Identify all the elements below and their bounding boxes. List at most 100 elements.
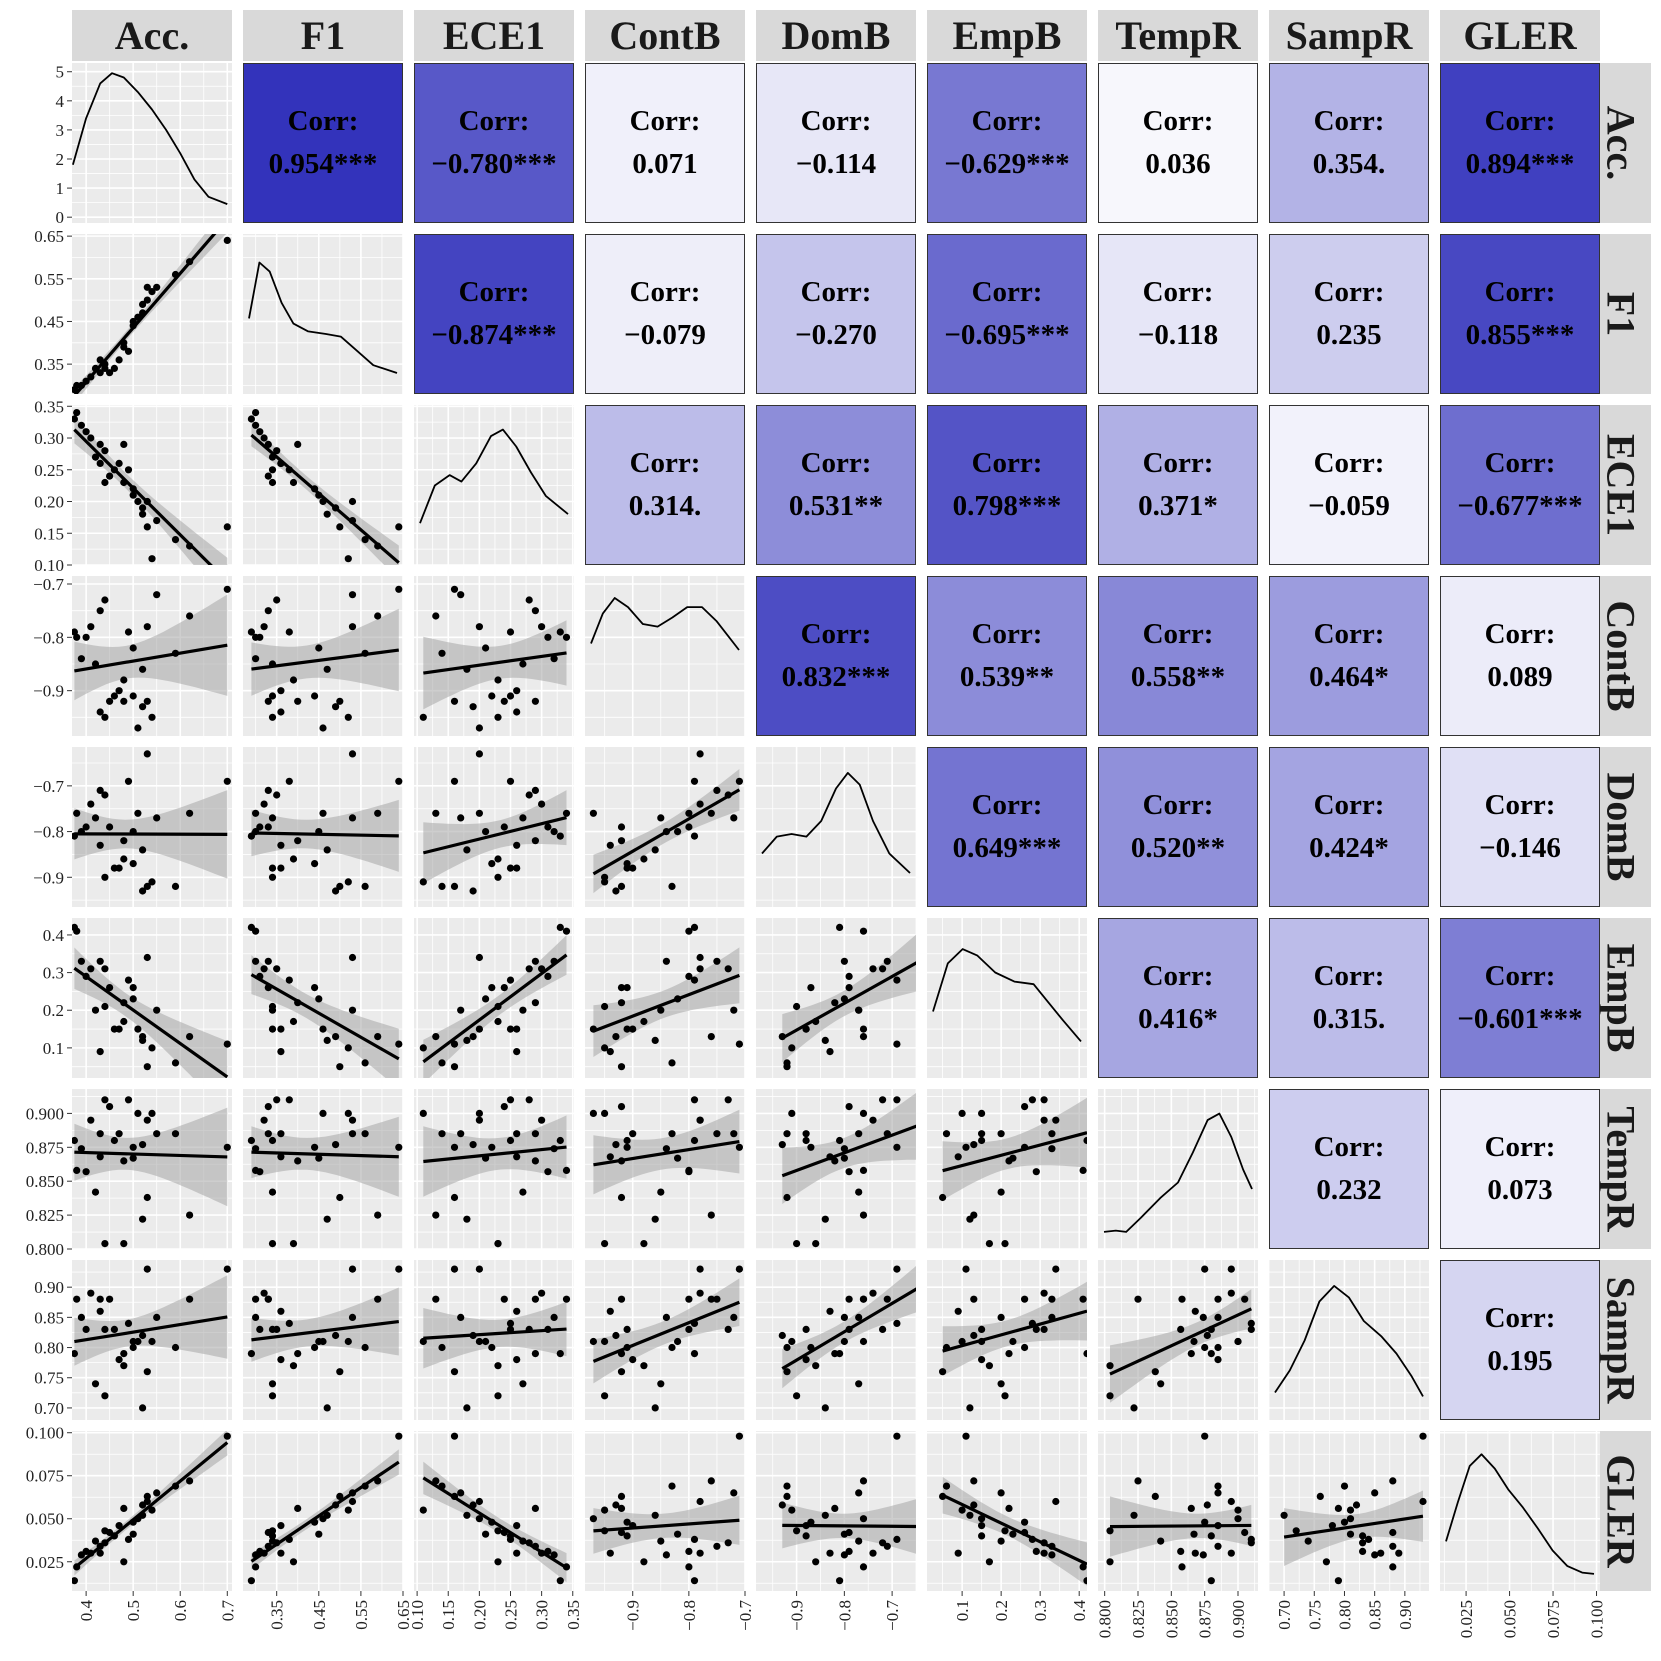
point-6-5-19 (1048, 1145, 1056, 1153)
x-tick-label-4-2: −0.7 (883, 1600, 902, 1631)
point-6-3-7 (612, 1141, 620, 1149)
point-3-0-12 (115, 687, 123, 695)
scatter-panel-5-2 (419, 923, 571, 1078)
point-7-1-9 (311, 1343, 319, 1352)
point-6-1-19 (252, 1145, 260, 1153)
point-8-1-10 (294, 1504, 302, 1512)
scatter-panel-3-2 (419, 585, 571, 732)
corr-label-2-5: Corr: (972, 447, 1043, 479)
point-7-4-26 (826, 1307, 834, 1315)
point-5-3-12 (629, 1025, 637, 1033)
point-6-0-4 (148, 1109, 156, 1117)
point-7-6-12 (1214, 1356, 1222, 1364)
point-7-0-1 (186, 1295, 194, 1303)
point-7-0-12 (115, 1356, 123, 1364)
point-8-0-3 (153, 1489, 161, 1497)
point-8-5-24 (985, 1558, 994, 1566)
point-6-5-7 (970, 1141, 978, 1149)
point-8-4-25 (840, 1530, 849, 1538)
point-7-5-16 (1048, 1295, 1056, 1303)
corr-box-1-7 (1269, 234, 1429, 394)
point-4-1-27 (260, 800, 268, 808)
y-tick-label-3-0: −0.9 (33, 682, 64, 701)
y-tick-label-2-5: 0.35 (34, 397, 64, 416)
corr-value-0-2: −0.780*** (431, 148, 556, 180)
scatter-panel-6-2 (419, 1096, 571, 1248)
corr-label-4-8: Corr: (1485, 789, 1556, 821)
point-6-0-25 (129, 1154, 137, 1162)
regression-line-4-3 (592, 788, 741, 876)
row-strip-8 (1595, 1431, 1651, 1591)
y-tick-label-8-1: 0.050 (26, 1510, 64, 1529)
point-4-2-19 (550, 828, 558, 836)
point-8-4-13 (802, 1532, 810, 1540)
point-6-1-13 (268, 1136, 277, 1145)
point-7-2-6 (475, 1265, 483, 1273)
point-6-2-21 (556, 1136, 564, 1145)
point-6-4-15 (879, 1096, 887, 1104)
point-6-1-12 (277, 1130, 285, 1138)
point-5-2-11 (506, 976, 515, 984)
point-8-5-18 (1032, 1547, 1040, 1555)
point-6-0-8 (134, 1109, 142, 1117)
point-7-6-24 (1106, 1362, 1114, 1370)
point-8-1-24 (289, 1558, 298, 1566)
point-4-1-7 (332, 887, 340, 895)
point-5-1-15 (273, 965, 281, 973)
point-5-2-7 (469, 1033, 477, 1041)
point-1-0-6 (143, 283, 151, 291)
point-6-4-2 (783, 1130, 791, 1138)
point-3-0-13 (110, 692, 118, 700)
corr-label-1-2: Corr: (459, 276, 530, 308)
point-7-3-13 (623, 1325, 631, 1333)
point-5-0-14 (106, 984, 114, 992)
point-8-2-25 (482, 1530, 490, 1538)
point-8-1-26 (277, 1549, 285, 1557)
point-3-1-8 (319, 724, 327, 732)
y-tick-label-5-0: 0.1 (43, 1039, 64, 1058)
point-7-0-23 (139, 1404, 147, 1412)
point-3-2-20 (562, 633, 571, 641)
point-3-1-5 (336, 697, 344, 705)
x-tick-label-6-1: 0.825 (1129, 1600, 1148, 1638)
confidence-band-6-5 (942, 1097, 1087, 1201)
corr-box-1-3 (585, 234, 745, 394)
point-6-1-11 (285, 1096, 293, 1104)
scatter-panel-2-0 (72, 409, 231, 565)
point-2-0-4 (148, 555, 156, 563)
point-5-0-1 (186, 1033, 194, 1041)
y-tick-label-4-0: −0.9 (33, 868, 64, 887)
point-7-4-3 (855, 1313, 863, 1321)
column-strip-0 (72, 10, 232, 61)
corr-value-5-8: −0.601*** (1457, 1003, 1582, 1035)
corr-label-2-7: Corr: (1314, 447, 1385, 479)
point-7-5-22 (1001, 1392, 1009, 1400)
point-4-3-16 (713, 786, 721, 795)
point-7-5-0 (962, 1265, 970, 1273)
point-8-4-19 (840, 1551, 849, 1559)
point-3-1-15 (273, 596, 281, 604)
point-8-3-2 (668, 1482, 676, 1490)
point-8-3-20 (685, 1563, 693, 1571)
point-3-0-10 (120, 697, 128, 705)
point-6-5-8 (978, 1109, 986, 1117)
regression-line-4-1 (251, 831, 399, 838)
point-8-5-23 (966, 1511, 974, 1519)
point-7-2-16 (531, 1295, 540, 1303)
point-7-6-10 (1187, 1350, 1195, 1358)
point-8-2-24 (494, 1558, 502, 1566)
regression-line-7-3 (592, 1300, 740, 1363)
point-5-0-9 (129, 984, 137, 992)
point-6-4-25 (840, 1154, 849, 1162)
point-8-4-23 (821, 1511, 829, 1519)
point-3-1-12 (277, 687, 285, 695)
row-strip-5 (1595, 918, 1651, 1078)
corr-label-0-1: Corr: (288, 105, 359, 137)
x-tick-label-2-4: 0.30 (533, 1600, 552, 1630)
point-6-1-2 (361, 1130, 369, 1138)
point-5-0-19 (77, 957, 85, 965)
regression-line-7-4 (781, 1287, 916, 1371)
point-3-2-4 (419, 713, 427, 721)
point-7-2-27 (538, 1289, 546, 1297)
corr-box-0-6 (1098, 63, 1258, 223)
